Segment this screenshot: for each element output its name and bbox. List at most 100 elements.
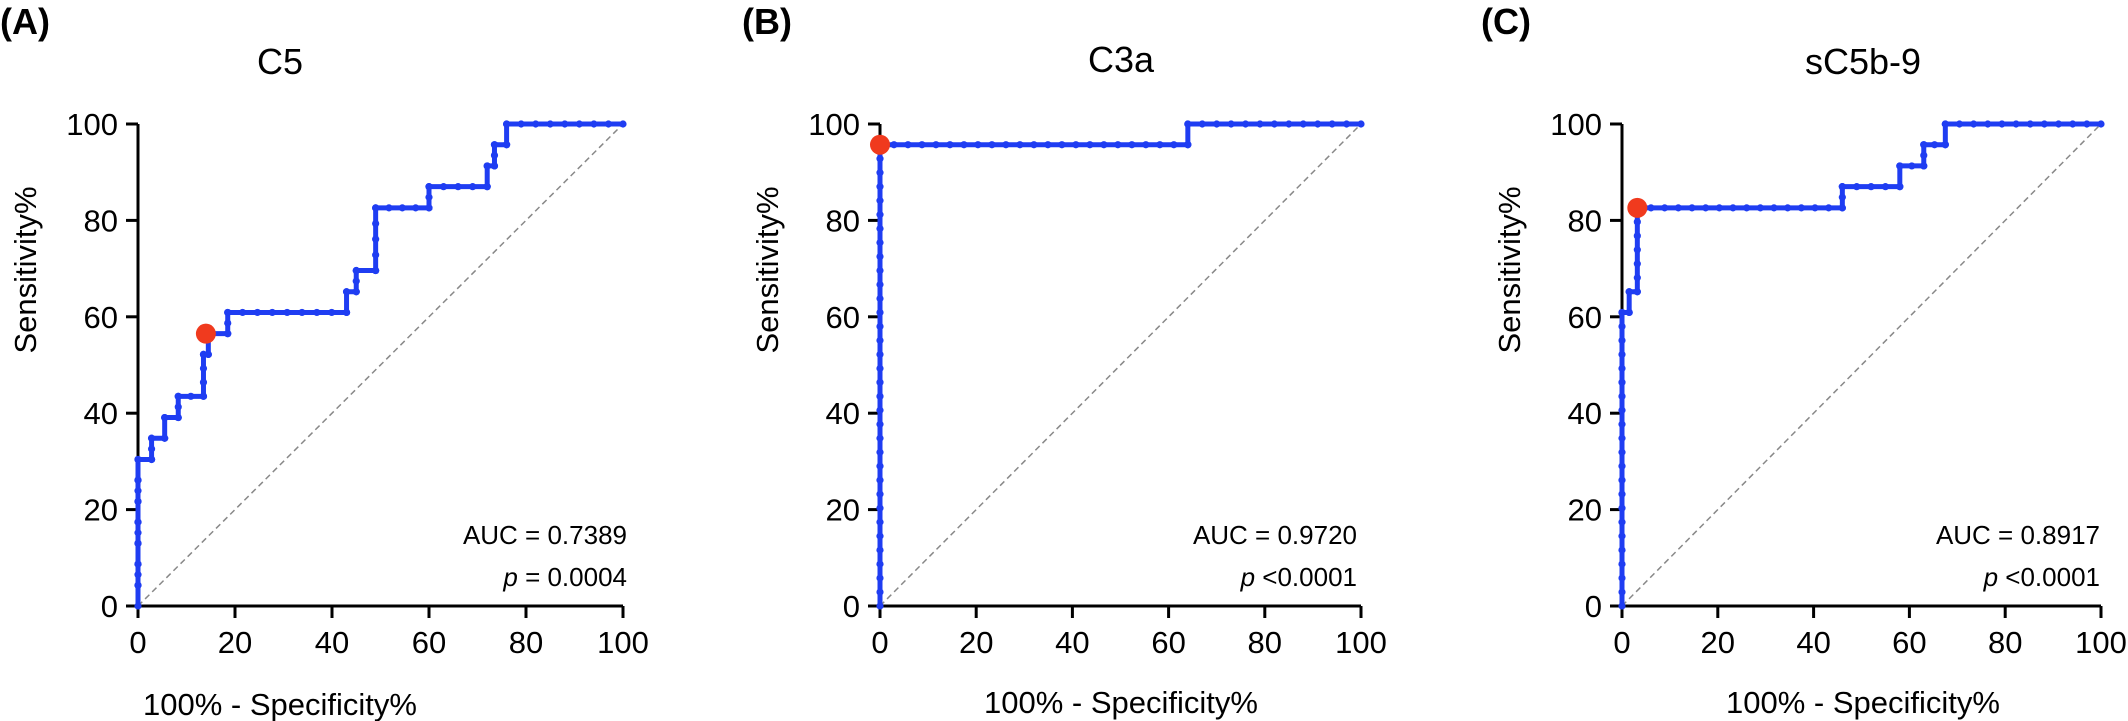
roc-point-c — [1633, 274, 1641, 282]
roc-point-b — [1184, 120, 1192, 128]
roc-point-c — [1618, 602, 1626, 610]
reference-diagonal-a — [137, 123, 624, 607]
roc-point-a — [561, 120, 569, 128]
y-tick-label-c-2: 40 — [1568, 396, 1602, 431]
roc-point-a — [134, 518, 142, 526]
roc-point-c — [1618, 574, 1626, 582]
roc-point-c — [1633, 232, 1641, 240]
p-value-b: <0.0001 — [1255, 562, 1357, 592]
roc-point-b — [876, 252, 884, 261]
roc-point-a — [425, 183, 433, 191]
roc-point-c — [1941, 141, 1949, 149]
roc-point-a — [342, 308, 351, 317]
panel-label-c: (C) — [1481, 1, 1531, 42]
roc-point-b — [876, 336, 884, 345]
roc-point-a — [268, 308, 276, 317]
y-tick-label-b-5: 100 — [808, 107, 860, 142]
roc-point-a — [224, 330, 232, 338]
y-axis-label-a: Sensitivity% — [8, 186, 43, 353]
chart-title-a: C5 — [257, 41, 303, 82]
roc-point-c — [2069, 120, 2077, 128]
roc-point-c — [1647, 204, 1655, 212]
roc-point-b — [1128, 141, 1136, 149]
y-tick-label-a-2: 40 — [84, 396, 118, 431]
roc-point-c — [2012, 120, 2020, 128]
y-tick-label-c-5: 100 — [1550, 107, 1602, 142]
roc-point-c — [1688, 204, 1696, 212]
roc-point-c — [1811, 204, 1819, 212]
roc-point-c — [1674, 204, 1682, 212]
roc-point-b — [876, 294, 884, 303]
roc-point-b — [876, 155, 884, 163]
roc-point-a — [425, 193, 433, 201]
roc-point-a — [313, 308, 321, 317]
x-tick-label-a-5: 100 — [597, 625, 649, 660]
roc-point-c — [1998, 120, 2006, 128]
p-value-text-b: p <0.0001 — [1240, 562, 1357, 592]
roc-point-a — [161, 413, 169, 422]
roc-point-c — [1825, 204, 1833, 212]
y-axis-label-c: Sensitivity% — [1492, 186, 1527, 353]
x-axis-label-b: 100% - Specificity% — [984, 685, 1258, 720]
roc-point-b — [1170, 141, 1178, 149]
roc-point-b — [960, 141, 968, 149]
roc-point-c — [1955, 120, 1964, 128]
roc-point-a — [372, 266, 380, 275]
plot-area-a: 0 20 40 60 80 100 0 20 40 60 80 100 — [66, 107, 649, 660]
roc-point-c — [1970, 120, 1978, 128]
p-value-a: = 0.0004 — [518, 562, 627, 592]
y-axis-label-b: Sensitivity% — [750, 186, 785, 353]
y-tick-label-c-0: 0 — [1585, 589, 1602, 624]
roc-point-b — [1342, 120, 1351, 128]
roc-point-c — [1618, 350, 1626, 358]
roc-point-c — [1756, 204, 1764, 212]
y-tick-label-a-1: 20 — [84, 493, 118, 528]
roc-point-c — [1618, 490, 1626, 498]
y-tick-label-b-1: 20 — [826, 493, 860, 528]
roc-point-a — [174, 403, 182, 411]
roc-point-c — [1618, 546, 1626, 554]
roc-point-b — [932, 141, 940, 149]
roc-point-c — [1920, 162, 1928, 170]
panel-c: (C) sC5b-9 100% - Specificity% Sensitivi… — [1481, 1, 2127, 720]
roc-point-b — [876, 183, 884, 191]
roc-point-a — [590, 120, 598, 128]
roc-point-c — [1633, 260, 1641, 268]
roc-point-a — [187, 392, 195, 400]
roc-point-b — [1100, 141, 1108, 149]
roc-point-a — [352, 288, 360, 296]
auc-text-a: AUC = 0.7389 — [463, 520, 627, 550]
roc-point-b — [1285, 120, 1293, 128]
roc-point-a — [199, 364, 208, 372]
x-tick-label-c-0: 0 — [1613, 625, 1630, 660]
roc-point-a — [161, 434, 169, 442]
roc-point-b — [1058, 141, 1066, 149]
roc-point-c — [1618, 448, 1626, 456]
roc-point-c — [1618, 364, 1626, 372]
roc-point-b — [876, 532, 884, 540]
roc-point-c — [1618, 532, 1626, 540]
roc-point-c — [1729, 204, 1737, 212]
p-symbol-b: p — [1240, 562, 1255, 592]
roc-point-b — [1030, 141, 1038, 149]
roc-point-b — [876, 546, 884, 554]
roc-point-b — [918, 141, 926, 149]
roc-point-a — [372, 219, 380, 228]
roc-point-b — [876, 211, 884, 219]
cutoff-marker-a — [195, 323, 216, 344]
roc-point-a — [174, 392, 182, 400]
roc-point-c — [1838, 204, 1846, 212]
roc-point-a — [134, 539, 142, 547]
roc-point-c — [1838, 183, 1846, 191]
roc-point-c — [1743, 204, 1751, 212]
roc-point-a — [412, 204, 420, 212]
roc-point-a — [134, 529, 142, 537]
roc-point-c — [1618, 434, 1626, 442]
roc-point-a — [134, 581, 142, 589]
roc-point-a — [134, 497, 142, 506]
roc-point-a — [575, 120, 583, 128]
roc-point-b — [876, 350, 884, 358]
roc-point-c — [1633, 218, 1641, 226]
roc-point-b — [1227, 120, 1235, 128]
roc-point-b — [876, 476, 884, 484]
